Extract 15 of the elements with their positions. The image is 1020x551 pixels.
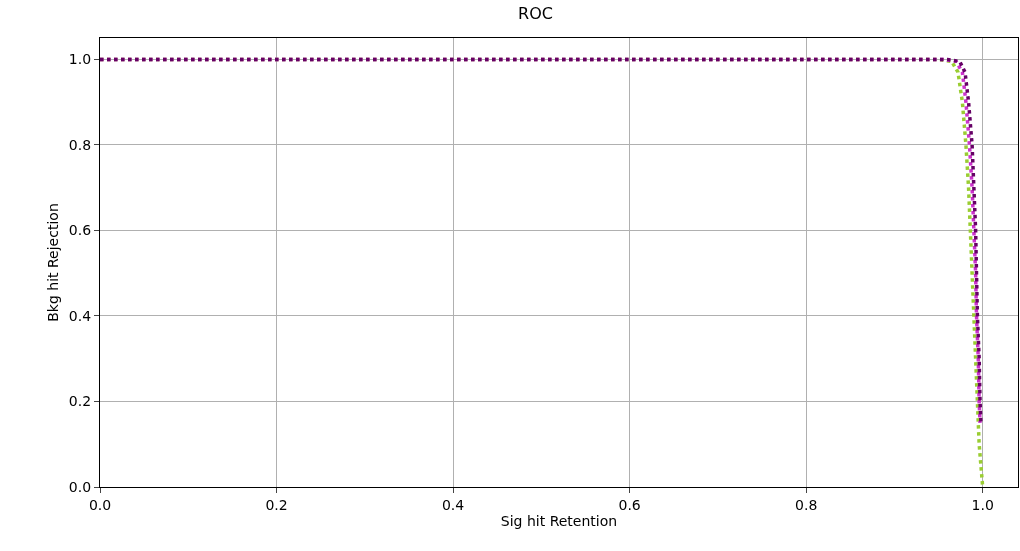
x-tick-label: 0.6 <box>618 496 641 513</box>
x-tick-label: 0.0 <box>88 496 112 513</box>
x-tick-label: 1.0 <box>971 496 994 513</box>
y-tick-label: 0.6 <box>68 222 92 239</box>
x-tick-label: 0.4 <box>441 496 465 513</box>
y-tick-label: 0.2 <box>68 393 92 410</box>
y-tick-label: 1.0 <box>68 51 92 68</box>
chart-title: ROC <box>518 4 553 24</box>
y-axis-title: Bkg hit Rejection <box>45 203 62 322</box>
x-tick-label: 0.8 <box>795 496 818 513</box>
y-tick-label: 0.4 <box>68 307 92 324</box>
x-axis-title: Sig hit Retention <box>500 513 618 530</box>
y-tick-label: 0.8 <box>68 136 92 153</box>
x-tick-label: 0.2 <box>265 496 288 513</box>
y-tick-label: 0.0 <box>68 478 92 495</box>
